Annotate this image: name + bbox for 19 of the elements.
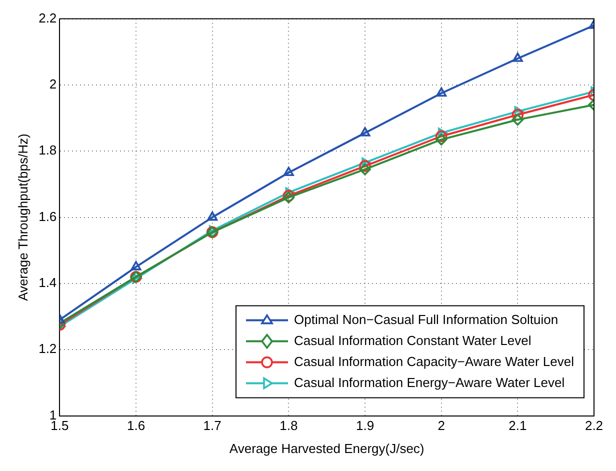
x-tick-label: 1.6 xyxy=(126,418,146,434)
x-tick-label: 1.9 xyxy=(356,418,374,434)
x-tick-label: 1.8 xyxy=(280,418,298,434)
x-tick-label: 1.7 xyxy=(203,418,222,434)
legend-label: Casual Information Capacity−Aware Water Level xyxy=(294,354,574,369)
y-tick-label: 1.6 xyxy=(38,208,57,224)
y-axis-title: Average Throughput(bps/Hz) xyxy=(15,134,30,301)
y-tick-label: 1.2 xyxy=(38,341,57,356)
legend-label: Casual Information Constant Water Level xyxy=(294,332,532,348)
x-tick-label: 2.2 xyxy=(584,418,604,434)
legend-label: Optimal Non−Casual Full Information Soltuion xyxy=(294,312,558,327)
x-axis-title: Average Harvested Energy(J/sec) xyxy=(229,440,424,456)
y-tick-label: 2.2 xyxy=(38,10,57,26)
y-tick-label: 1.4 xyxy=(38,275,57,290)
x-tick-label: 2.1 xyxy=(508,418,527,434)
legend-label: Casual Information Energy−Aware Water Level xyxy=(294,374,565,390)
y-tick-label: 2 xyxy=(49,76,57,92)
y-tick-label: 1.8 xyxy=(38,142,57,158)
x-tick-label: 2 xyxy=(438,418,445,434)
